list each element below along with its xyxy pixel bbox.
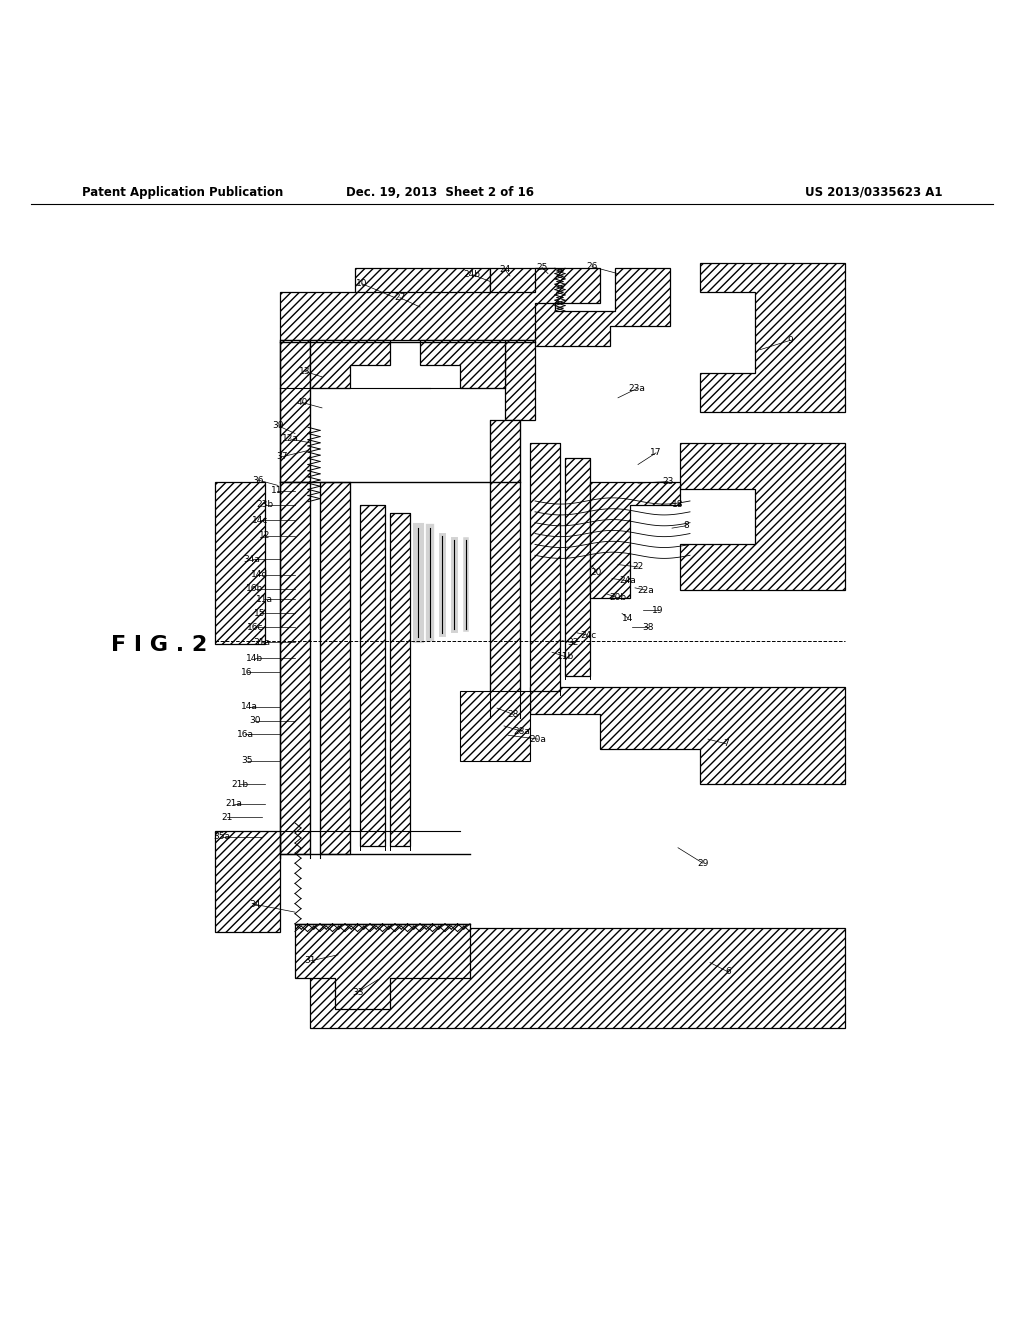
Polygon shape bbox=[420, 341, 505, 388]
Text: 27: 27 bbox=[394, 293, 406, 302]
Text: 25: 25 bbox=[537, 263, 548, 272]
Polygon shape bbox=[530, 442, 560, 692]
Text: 16b: 16b bbox=[247, 585, 263, 593]
Text: 23: 23 bbox=[663, 477, 674, 486]
Text: 28: 28 bbox=[507, 710, 519, 719]
Text: 20: 20 bbox=[590, 568, 602, 577]
Text: 38: 38 bbox=[642, 623, 653, 632]
Text: 40: 40 bbox=[296, 397, 307, 407]
Polygon shape bbox=[280, 341, 310, 482]
Text: 31a: 31a bbox=[254, 638, 270, 647]
Polygon shape bbox=[310, 928, 845, 1028]
Polygon shape bbox=[390, 512, 410, 846]
Text: 21a: 21a bbox=[225, 799, 243, 808]
Text: 32: 32 bbox=[567, 639, 579, 647]
Text: Patent Application Publication: Patent Application Publication bbox=[82, 186, 284, 198]
Polygon shape bbox=[215, 482, 265, 644]
Polygon shape bbox=[319, 482, 350, 854]
Text: 29: 29 bbox=[697, 859, 709, 867]
Text: 14a: 14a bbox=[241, 702, 257, 711]
Text: 36: 36 bbox=[252, 475, 264, 484]
Text: 24c: 24c bbox=[580, 631, 596, 640]
Polygon shape bbox=[355, 268, 490, 334]
Polygon shape bbox=[680, 442, 845, 590]
Text: 14b: 14b bbox=[247, 653, 263, 663]
Text: 23a: 23a bbox=[629, 384, 645, 393]
Text: 21b: 21b bbox=[231, 780, 249, 788]
Text: 14: 14 bbox=[623, 614, 634, 623]
Text: 21: 21 bbox=[221, 813, 232, 822]
Text: 13: 13 bbox=[299, 367, 310, 376]
Text: 8: 8 bbox=[683, 521, 689, 531]
Text: 34: 34 bbox=[249, 900, 261, 909]
Text: 20b: 20b bbox=[609, 594, 627, 602]
Text: US 2013/0335623 A1: US 2013/0335623 A1 bbox=[805, 186, 942, 198]
Text: 17: 17 bbox=[650, 449, 662, 457]
Polygon shape bbox=[360, 504, 385, 846]
Polygon shape bbox=[295, 924, 470, 1008]
Text: 39: 39 bbox=[272, 421, 284, 430]
Text: 11: 11 bbox=[271, 486, 283, 495]
Text: 12a: 12a bbox=[282, 434, 298, 444]
Polygon shape bbox=[505, 341, 535, 420]
Text: 9: 9 bbox=[787, 335, 793, 345]
Text: 20a: 20a bbox=[529, 735, 547, 743]
Text: 16a: 16a bbox=[237, 730, 254, 739]
Polygon shape bbox=[490, 420, 520, 714]
Text: 19: 19 bbox=[652, 606, 664, 615]
Text: 6: 6 bbox=[725, 968, 731, 977]
Text: 24: 24 bbox=[500, 265, 511, 275]
Text: 35: 35 bbox=[242, 756, 253, 766]
Polygon shape bbox=[590, 482, 680, 598]
Text: 35a: 35a bbox=[213, 833, 230, 841]
Text: 28a: 28a bbox=[514, 727, 530, 735]
Text: 15: 15 bbox=[254, 609, 266, 618]
Text: 33: 33 bbox=[352, 987, 364, 997]
Text: 22a: 22a bbox=[638, 586, 654, 595]
Text: 11a: 11a bbox=[256, 595, 272, 605]
Polygon shape bbox=[215, 830, 280, 932]
Text: 26: 26 bbox=[587, 263, 598, 271]
Text: 24b: 24b bbox=[464, 271, 480, 279]
Text: 34a: 34a bbox=[244, 554, 260, 564]
Text: 14c: 14c bbox=[252, 516, 268, 525]
Text: 10: 10 bbox=[356, 280, 368, 288]
Text: F I G . 2: F I G . 2 bbox=[111, 635, 207, 655]
Polygon shape bbox=[280, 268, 600, 341]
Polygon shape bbox=[280, 482, 310, 854]
Polygon shape bbox=[530, 688, 845, 784]
Polygon shape bbox=[460, 692, 530, 760]
Text: Dec. 19, 2013  Sheet 2 of 16: Dec. 19, 2013 Sheet 2 of 16 bbox=[346, 186, 535, 198]
Text: 18: 18 bbox=[672, 500, 684, 510]
Text: 12: 12 bbox=[259, 532, 270, 540]
Polygon shape bbox=[310, 341, 390, 388]
Polygon shape bbox=[700, 263, 845, 412]
Polygon shape bbox=[490, 268, 670, 346]
Text: 16c: 16c bbox=[247, 623, 263, 632]
Text: 7: 7 bbox=[723, 739, 729, 748]
Text: 16: 16 bbox=[242, 668, 253, 677]
Text: 22: 22 bbox=[633, 562, 644, 572]
Text: 37: 37 bbox=[276, 453, 288, 461]
Text: 31: 31 bbox=[304, 957, 315, 965]
Polygon shape bbox=[565, 458, 590, 676]
Text: 23b: 23b bbox=[256, 500, 273, 510]
Text: 24a: 24a bbox=[620, 577, 636, 585]
Text: 11b: 11b bbox=[557, 652, 574, 661]
Text: 14d: 14d bbox=[252, 570, 268, 579]
Text: 30: 30 bbox=[249, 715, 261, 725]
